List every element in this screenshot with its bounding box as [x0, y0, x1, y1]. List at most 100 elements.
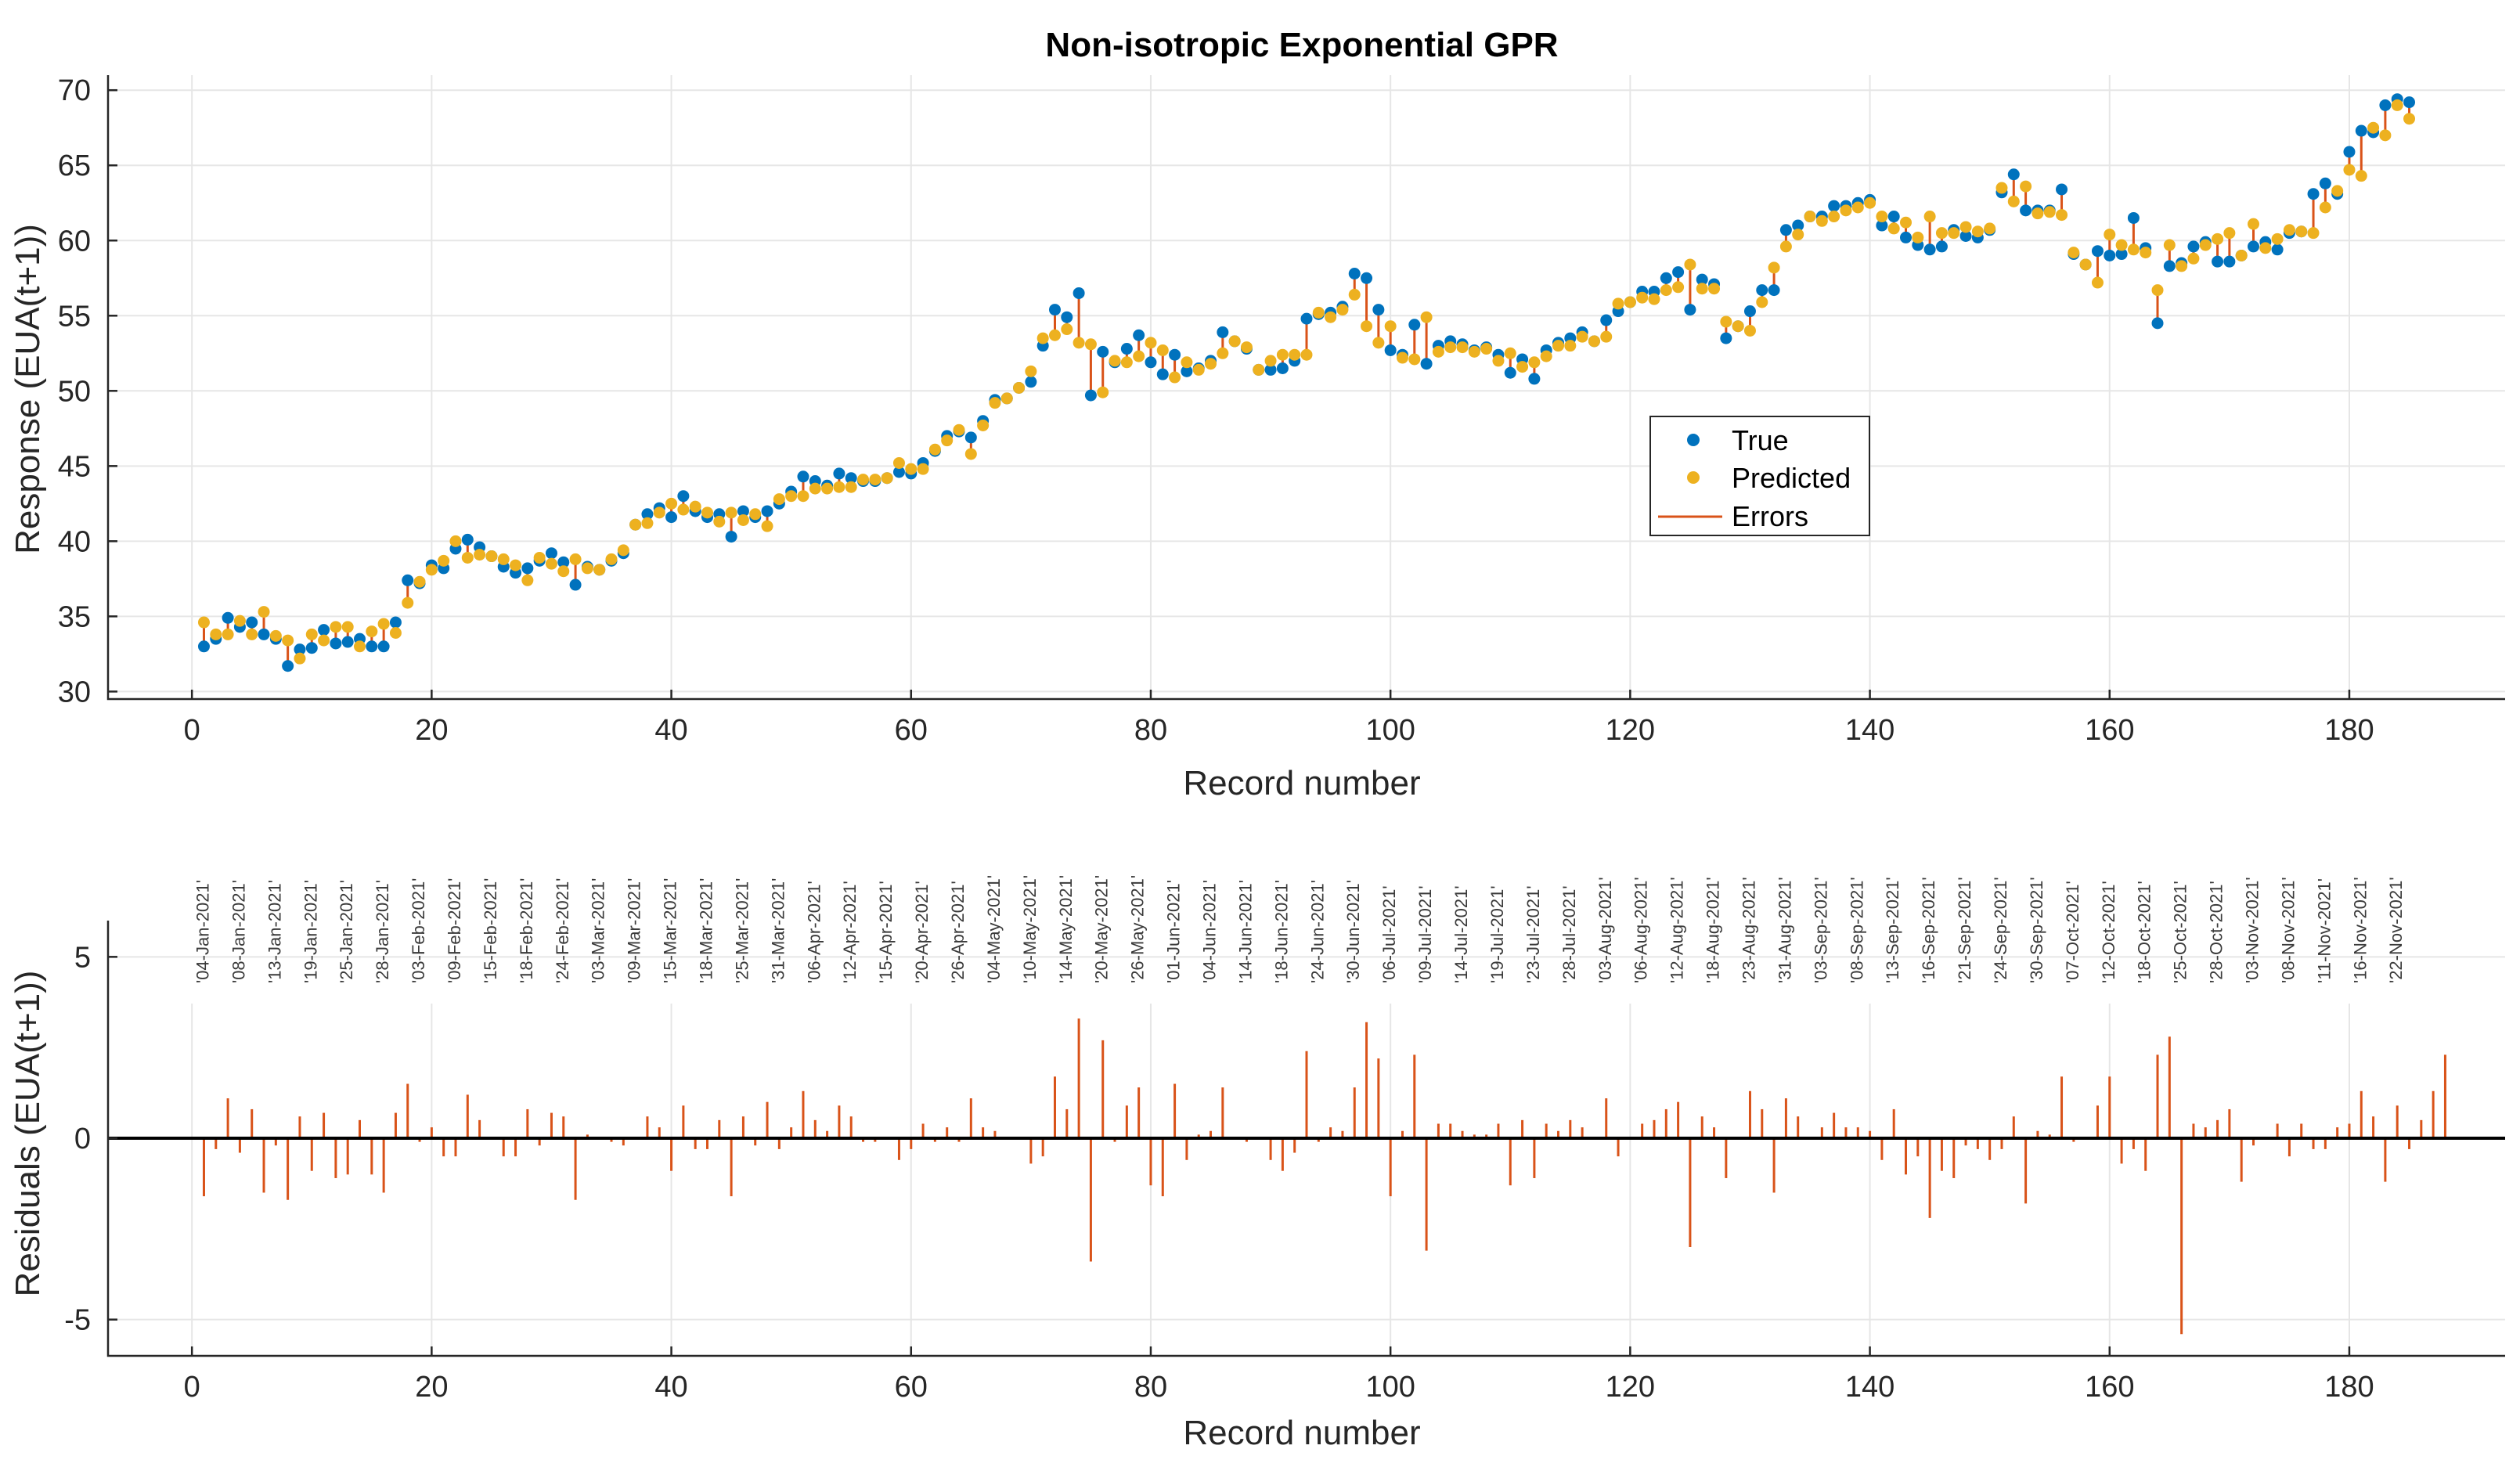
- predicted-point: [2295, 225, 2308, 238]
- true-point: [761, 505, 773, 517]
- predicted-point: [1253, 363, 1265, 376]
- date-label: '18-Aug-2021': [1703, 877, 1723, 983]
- predicted-point: [197, 616, 210, 629]
- predicted-point: [1948, 227, 1960, 240]
- predicted-point: [797, 490, 809, 503]
- true-point: [1097, 345, 1109, 358]
- true-point: [1959, 229, 1972, 242]
- predicted-point: [2391, 99, 2403, 111]
- true-point: [1935, 240, 1948, 253]
- date-label: '07-Oct-2021': [2063, 881, 2082, 983]
- predicted-point: [1384, 320, 1397, 333]
- predicted-point: [485, 550, 498, 563]
- date-label: '11-Nov-2021': [2314, 878, 2334, 983]
- true-point: [1084, 389, 1097, 402]
- predicted-point: [1804, 211, 1816, 223]
- true-point: [1217, 326, 1229, 338]
- predicted-point: [1120, 356, 1133, 369]
- true-point: [1768, 284, 1780, 297]
- true-point: [1408, 319, 1421, 331]
- true-point: [1660, 272, 1672, 284]
- date-label: '03-Nov-2021': [2242, 877, 2262, 983]
- true-point: [2091, 245, 2104, 258]
- date-label: '18-Oct-2021': [2135, 881, 2154, 983]
- predicted-point: [2283, 224, 2295, 236]
- predicted-point: [1864, 196, 1876, 209]
- predicted-point: [2307, 227, 2320, 240]
- date-label: '06-Jul-2021': [1379, 885, 1399, 983]
- predicted-point: [1217, 347, 1229, 359]
- predicted-point: [2104, 229, 2116, 241]
- predicted-point: [1396, 351, 1408, 364]
- predicted-point: [1684, 258, 1696, 271]
- predicted-point: [305, 628, 318, 640]
- true-point: [282, 660, 294, 672]
- top-x-tick-label: 20: [415, 714, 448, 747]
- predicted-point: [1648, 293, 1660, 305]
- predicted-point: [1228, 335, 1241, 348]
- true-point: [892, 466, 905, 478]
- bottom-x-tick-label: 160: [2085, 1371, 2134, 1404]
- date-label: '23-Aug-2021': [1739, 877, 1758, 983]
- true-point: [1828, 200, 1840, 212]
- true-point: [1276, 362, 1289, 374]
- true-point: [258, 628, 270, 640]
- true-point: [1876, 219, 1888, 232]
- predicted-point: [1935, 227, 1948, 240]
- date-label: '13-Sep-2021': [1883, 877, 1902, 983]
- true-point: [2223, 255, 2236, 268]
- predicted-point: [474, 549, 486, 561]
- top-y-tick-label: 60: [58, 225, 91, 258]
- predicted-point: [1576, 330, 1588, 343]
- date-label: '30-Sep-2021': [2027, 877, 2046, 983]
- predicted-point: [2271, 232, 2284, 245]
- predicted-point: [2259, 242, 2272, 254]
- bottom-y-tick-labels: -5 0 5: [64, 941, 91, 1336]
- predicted-point: [521, 574, 534, 586]
- predicted-point: [641, 517, 654, 529]
- top-y-tick-labels: 30 35 40 45 50 55 60 65 70: [58, 74, 91, 708]
- predicted-point: [2212, 232, 2224, 245]
- true-point: [1384, 344, 1397, 356]
- true-point: [246, 616, 258, 629]
- predicted-point: [881, 472, 893, 485]
- date-label: '08-Nov-2021': [2278, 877, 2298, 983]
- true-point: [1528, 373, 1541, 385]
- true-point: [1361, 272, 1373, 284]
- predicted-point: [2319, 201, 2331, 214]
- top-x-tick-label: 0: [184, 714, 200, 747]
- legend-predicted-marker: [1687, 471, 1700, 484]
- predicted-point: [773, 493, 785, 506]
- date-label: '21-Sep-2021': [1955, 877, 1974, 983]
- true-point: [1348, 268, 1361, 280]
- true-point: [2247, 240, 2259, 253]
- predicted-point: [809, 482, 821, 495]
- date-label: '25-Mar-2021': [732, 878, 752, 983]
- predicted-point: [1013, 381, 1026, 394]
- bottom-axis-frame: [106, 921, 2505, 1357]
- predicted-point: [1912, 231, 1924, 243]
- predicted-point: [1995, 182, 2008, 194]
- date-label: '06-Apr-2021': [804, 881, 824, 983]
- predicted-point: [461, 551, 474, 564]
- predicted-point: [413, 575, 426, 588]
- true-point: [2271, 243, 2284, 256]
- date-label: '10-May-2021': [1020, 875, 1040, 983]
- true-point: [2163, 260, 2176, 272]
- predicted-point: [2140, 247, 2152, 259]
- predicted-point: [2176, 260, 2188, 272]
- predicted-point: [2247, 218, 2259, 230]
- true-point: [1264, 363, 1277, 376]
- predicted-point: [2367, 121, 2380, 134]
- predicted-point: [2355, 170, 2367, 182]
- predicted-point: [964, 448, 977, 460]
- predicted-point: [785, 490, 798, 503]
- top-y-tick-label: 65: [58, 150, 91, 182]
- date-label: '18-Jun-2021': [1271, 880, 1291, 983]
- true-point: [557, 556, 570, 568]
- predicted-point: [2068, 247, 2080, 259]
- predicted-point: [1851, 201, 1864, 214]
- predicted-point: [2223, 227, 2236, 240]
- predicted-point: [1036, 332, 1049, 344]
